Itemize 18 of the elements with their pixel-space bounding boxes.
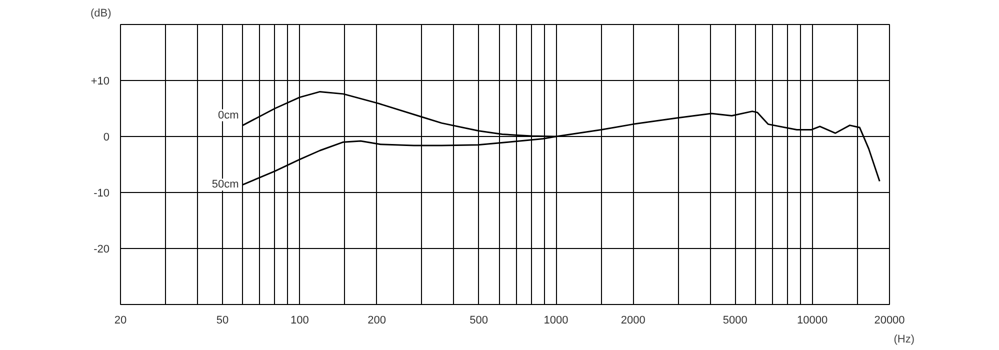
x-tick-label: 1000 (544, 314, 568, 326)
x-tick-label: 100 (290, 314, 309, 326)
y-tick-label: -10 (94, 188, 110, 200)
x-tick-label: 2000 (620, 314, 646, 326)
series-label: 50cm (212, 178, 239, 191)
x-axis-title: (Hz) (894, 334, 915, 346)
y-tick-label: 0 (103, 132, 110, 144)
x-tick-label: 5000 (722, 314, 748, 326)
y-tick-label: -20 (94, 244, 110, 256)
y-axis-title: (dB) (90, 8, 112, 20)
x-tick-label: 20 (114, 314, 127, 326)
x-tick-label: 200 (368, 314, 386, 326)
x-tick-label: 500 (470, 314, 488, 326)
series-label: 0cm (218, 109, 239, 122)
x-tick-label: 50 (216, 314, 229, 326)
y-tick-label: +10 (90, 76, 110, 88)
x-tick-label: 10000 (797, 314, 828, 326)
x-tick-label: 20000 (874, 314, 905, 326)
